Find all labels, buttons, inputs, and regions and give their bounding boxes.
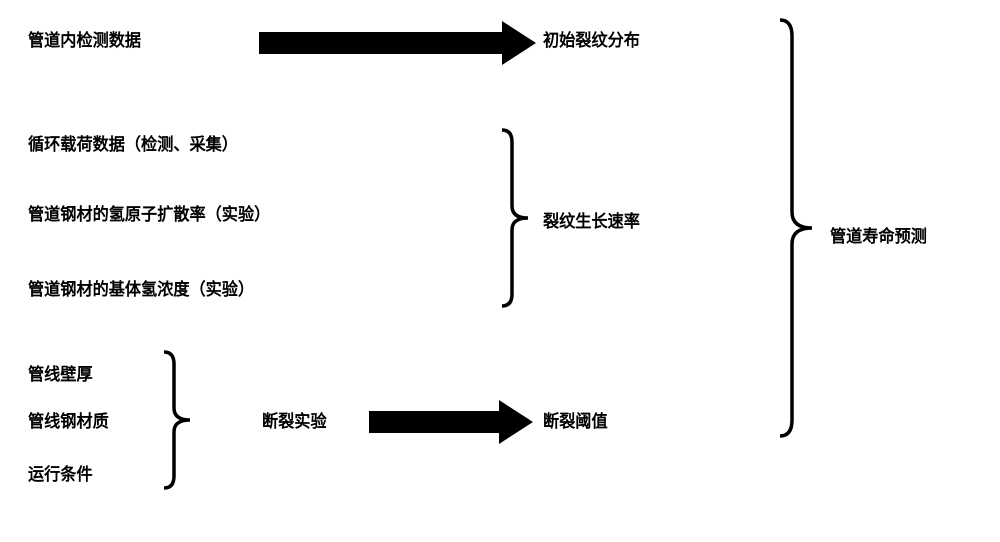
input-cyclic-load-data: 循环载荷数据（检测、采集）: [28, 130, 238, 155]
input-pipe-wall-thickness: 管线壁厚: [28, 360, 93, 385]
input-pipe-steel-material: 管线钢材质: [28, 407, 109, 432]
exp-fracture-experiment-label: 断裂实验: [262, 407, 327, 432]
input-matrix-hydrogen-concentration: 管道钢材的基体氢浓度（实验）: [28, 275, 254, 300]
bracket-fracture-experiment-inputs: [162, 350, 194, 490]
input-pipeline-inspection-data: 管道内检测数据: [28, 26, 141, 51]
mid-fracture-threshold: 断裂阈值: [543, 407, 608, 432]
output-pipeline-life-prediction: 管道寿命预测: [830, 222, 927, 247]
mid-crack-growth-rate: 裂纹生长速率: [543, 207, 640, 232]
input-hydrogen-diffusion-rate: 管道钢材的氢原子扩散率（实验）: [28, 200, 270, 225]
bracket-life-prediction-inputs: [778, 18, 818, 438]
bracket-crack-growth-inputs: [500, 128, 532, 308]
mid-initial-crack-distribution: 初始裂纹分布: [543, 26, 640, 51]
input-operating-conditions: 运行条件: [28, 460, 93, 485]
